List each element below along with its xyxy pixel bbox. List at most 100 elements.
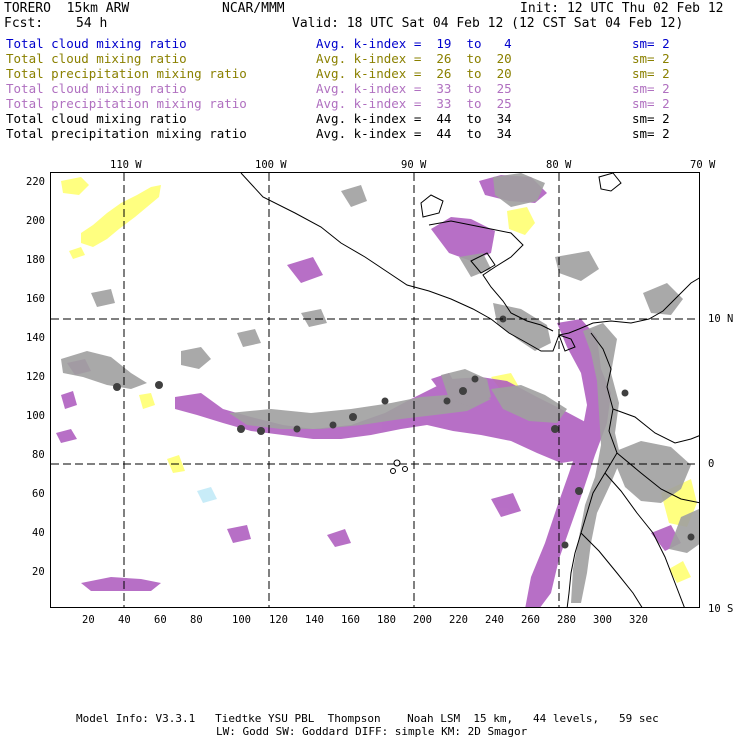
- lon-label-100w: 100 W: [255, 159, 287, 171]
- valid-time: Valid: 18 UTC Sat 04 Feb 12 (12 CST Sat …: [292, 16, 684, 31]
- x-tick: 240: [485, 614, 504, 626]
- legend-field-4: Total cloud mixing ratio: [6, 81, 187, 96]
- legend-kindex-6: Avg. k-index = 44 to 34: [316, 111, 512, 126]
- purple-patch: [287, 257, 323, 283]
- x-tick: 100: [232, 614, 251, 626]
- purple-patch: [327, 529, 351, 547]
- y-tick: 180: [26, 254, 45, 266]
- gray-patch: [91, 289, 115, 307]
- legend-sm-7: sm= 2: [632, 126, 670, 141]
- dark-core: [561, 541, 569, 549]
- x-tick: 180: [377, 614, 396, 626]
- y-tick: 140: [26, 332, 45, 344]
- purple-patch: [227, 525, 251, 543]
- gray-patch: [341, 185, 367, 207]
- land-outline: [598, 173, 622, 192]
- purple-patch: [81, 577, 161, 591]
- gray-patch: [237, 329, 261, 347]
- x-tick: 220: [449, 614, 468, 626]
- legend-sm-2: sm= 2: [632, 51, 670, 66]
- legend-sm-5: sm= 2: [632, 96, 670, 111]
- dark-core: [687, 533, 695, 541]
- y-tick: 100: [26, 410, 45, 422]
- dark-core: [349, 413, 357, 421]
- y-tick: 200: [26, 215, 45, 227]
- lon-label-80w: 80 W: [546, 159, 572, 171]
- gray-cloud-patches: [61, 173, 699, 603]
- gray-patch: [493, 303, 551, 351]
- map-panel: [50, 172, 700, 608]
- border-line: [616, 452, 699, 504]
- fcst-label: Fcst:: [4, 16, 44, 31]
- x-tick: 120: [269, 614, 288, 626]
- land-outline: [470, 252, 496, 274]
- land-outline: [558, 334, 576, 352]
- border-line: [604, 472, 685, 607]
- lat-label-10s: 10 S: [708, 603, 734, 615]
- legend-sm-4: sm= 2: [632, 81, 670, 96]
- y-tick: 60: [32, 488, 45, 500]
- purple-patch: [56, 429, 77, 443]
- model-info-line1: Model Info: V3.3.1 Tiedtke YSU PBL Thomp…: [76, 712, 659, 725]
- model-title: TORERO 15km ARW: [4, 1, 130, 16]
- yellow-patch: [669, 561, 691, 583]
- legend-kindex-2: Avg. k-index = 26 to 20: [316, 51, 512, 66]
- legend-sm-6: sm= 2: [632, 111, 670, 126]
- graticule: [51, 173, 699, 607]
- x-tick: 280: [557, 614, 576, 626]
- purple-patch: [431, 217, 495, 261]
- lightblue-patch: [197, 487, 217, 503]
- gray-patch: [669, 509, 699, 553]
- x-tick: 60: [154, 614, 167, 626]
- dark-core: [113, 383, 121, 391]
- dark-core: [257, 427, 265, 435]
- dark-cloud-cores: [113, 315, 695, 549]
- gray-patch: [491, 385, 567, 423]
- y-tick: 20: [32, 566, 45, 578]
- legend-kindex-7: Avg. k-index = 44 to 34: [316, 126, 512, 141]
- legend-field-6: Total cloud mixing ratio: [6, 111, 187, 126]
- yellow-patch: [69, 247, 85, 259]
- legend-field-1: Total cloud mixing ratio: [6, 36, 187, 51]
- purple-patch: [491, 493, 521, 517]
- gray-patch: [643, 283, 683, 315]
- lon-label-90w: 90 W: [401, 159, 427, 171]
- legend-kindex-3: Avg. k-index = 26 to 20: [316, 66, 512, 81]
- y-tick: 160: [26, 293, 45, 305]
- init-time: Init: 12 UTC Thu 02 Feb 12: [520, 1, 724, 16]
- yellow-patch: [61, 177, 89, 195]
- yellow-patch: [81, 185, 161, 247]
- y-tick: 80: [32, 449, 45, 461]
- x-tick: 260: [521, 614, 540, 626]
- yellow-patch: [139, 393, 155, 409]
- legend-kindex-4: Avg. k-index = 33 to 25: [316, 81, 512, 96]
- x-tick: 320: [629, 614, 648, 626]
- x-tick: 200: [413, 614, 432, 626]
- border-line: [612, 408, 699, 444]
- x-tick: 20: [82, 614, 95, 626]
- legend-field-7: Total precipitation mixing ratio: [6, 126, 247, 141]
- x-tick: 80: [190, 614, 203, 626]
- fcst-value: 54 h: [76, 16, 108, 31]
- purple-patch: [61, 391, 77, 409]
- y-tick: 120: [26, 371, 45, 383]
- caribbean-coastline: [428, 220, 554, 332]
- dark-core: [329, 421, 337, 429]
- pacific-coastline: [240, 173, 699, 352]
- x-tick: 300: [593, 614, 612, 626]
- coastlines: [240, 173, 699, 607]
- model-info-line2: LW: Godd SW: Goddard DIFF: simple KM: 2D…: [216, 725, 528, 738]
- dark-core: [471, 375, 479, 383]
- map-canvas: [51, 173, 699, 607]
- x-tick: 40: [118, 614, 131, 626]
- y-tick: 220: [26, 176, 45, 188]
- dark-core: [459, 387, 467, 395]
- dark-core: [575, 487, 583, 495]
- border-line: [580, 532, 643, 607]
- gray-patch: [181, 347, 211, 369]
- yellow-patch: [507, 207, 535, 235]
- lon-label-70w: 70 W: [690, 159, 716, 171]
- dark-core: [155, 381, 163, 389]
- y-tick: 40: [32, 527, 45, 539]
- legend-field-5: Total precipitation mixing ratio: [6, 96, 247, 111]
